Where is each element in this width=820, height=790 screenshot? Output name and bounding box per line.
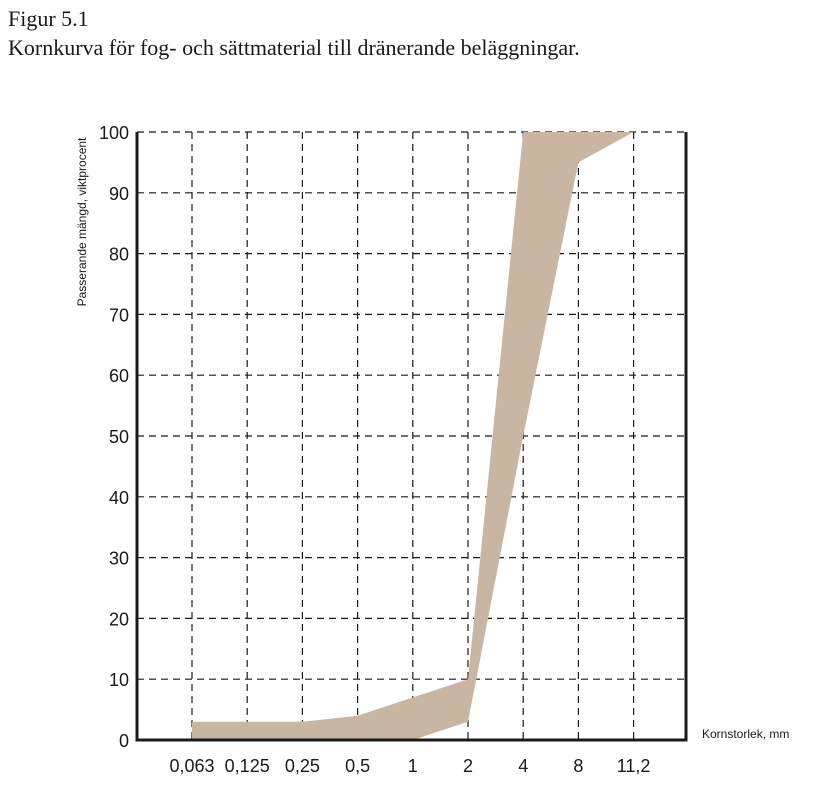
y-tick-label: 60 [109,366,129,386]
x-tick-label: 11,2 [617,756,651,776]
y-tick-label: 40 [109,488,129,508]
x-axis-label: Kornstorlek, mm [702,727,789,741]
y-tick-label: 10 [109,670,129,690]
x-tick-label: 2 [463,756,473,776]
y-tick-label: 0 [119,731,129,751]
x-tick-label: 8 [573,756,583,776]
figure-number: Figur 5.1 [8,6,89,31]
grading-band-area [192,132,634,740]
x-tick-label: 0,125 [225,756,270,776]
y-tick-label: 70 [109,305,129,325]
figure-caption: Kornkurva för fog- och sättmaterial till… [8,35,580,60]
x-tick-label: 1 [408,756,418,776]
y-tick-label: 90 [109,184,129,204]
grading-band [192,132,634,740]
x-tick-labels: 0,063 0,125 0,25 0,5 1 2 4 8 11,2 [169,756,650,776]
grid [137,131,686,740]
y-tick-labels: 0 10 20 30 40 50 60 70 80 90 100 [99,123,129,751]
y-tick-label: 20 [109,609,129,629]
y-tick-label: 30 [109,549,129,569]
x-tick-label: 4 [518,756,528,776]
x-tick-label: 0,25 [285,756,320,776]
y-tick-label: 50 [109,427,129,447]
y-tick-label: 80 [109,245,129,265]
x-tick-label: 0,5 [345,756,370,776]
axes [135,132,688,742]
x-tick-label: 0,063 [169,756,214,776]
y-tick-label: 100 [99,123,129,143]
y-axis-label: Passerande mängd, viktprocent [75,137,89,306]
